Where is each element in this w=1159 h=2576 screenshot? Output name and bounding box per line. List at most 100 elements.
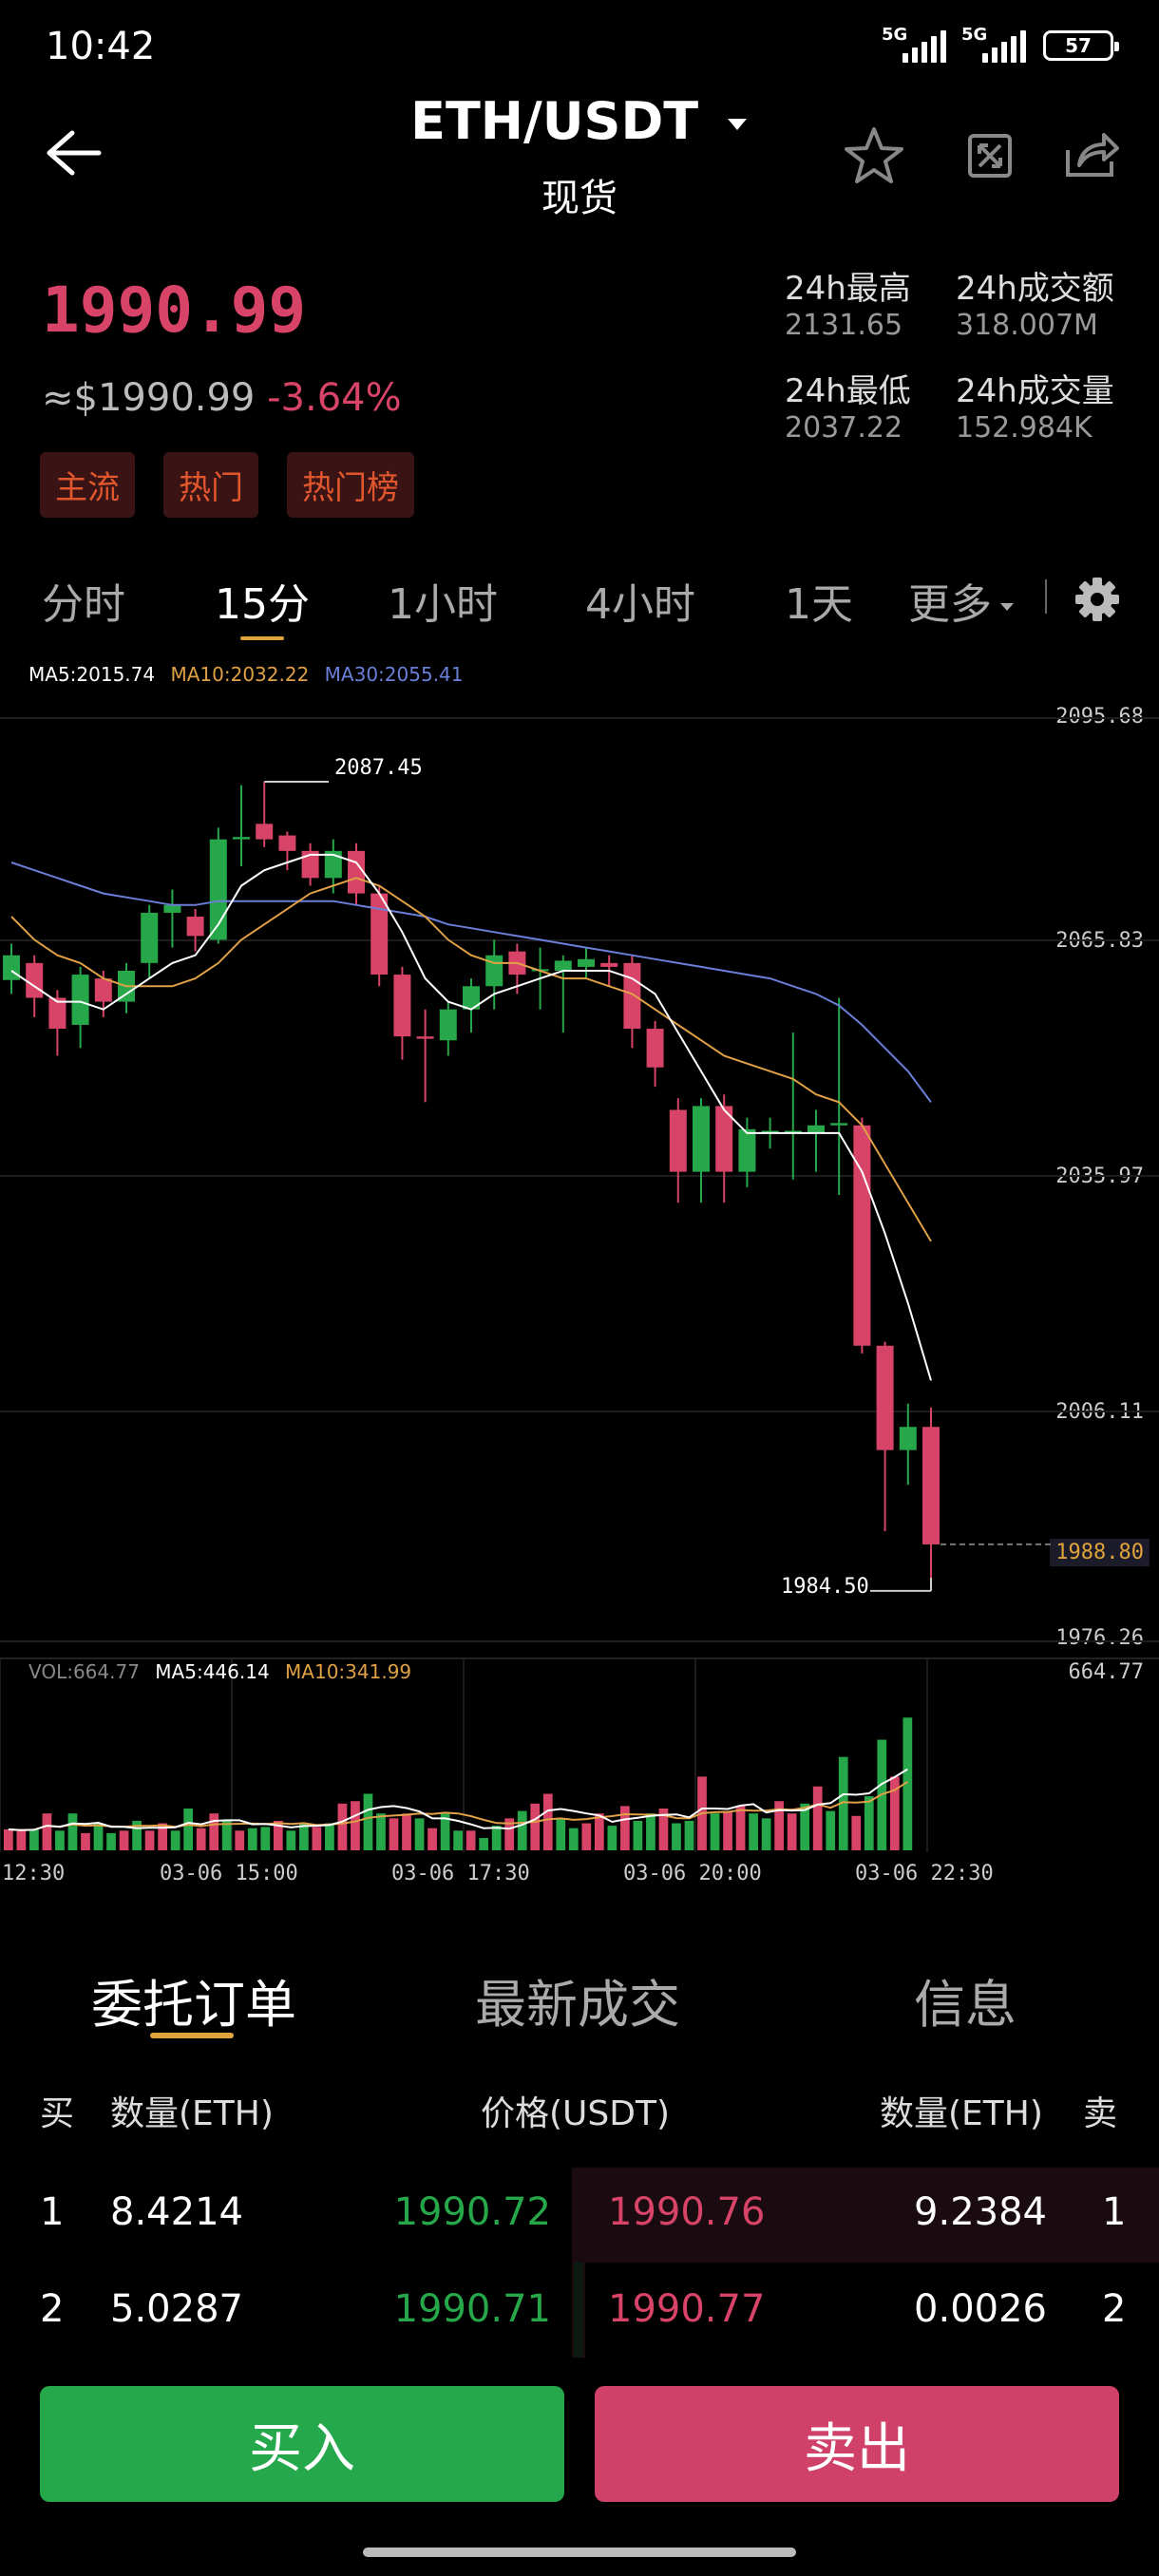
volume-bar: [196, 1828, 206, 1850]
usd-price: ≈$1990.99: [42, 376, 256, 420]
stat-volume-value: 152.984K: [956, 411, 1092, 445]
volume-bar: [826, 1810, 836, 1850]
candle-body: [94, 978, 112, 1002]
volume-bar: [735, 1806, 746, 1850]
tab-orders[interactable]: 委托订单: [91, 1975, 296, 2035]
header-buy: 买: [40, 2094, 75, 2133]
volume-bar: [761, 1818, 771, 1850]
back-arrow-icon[interactable]: [44, 129, 103, 177]
candle-body: [209, 839, 227, 940]
candle-body: [141, 912, 159, 963]
volume-bar: [170, 1830, 180, 1850]
header-price: 价格(USDT): [481, 2094, 671, 2133]
volume-bar: [119, 1830, 129, 1850]
bid-qty: 8.4214: [110, 2190, 243, 2234]
gear-icon[interactable]: [1074, 576, 1121, 623]
ask-index: 1: [1102, 2190, 1127, 2234]
tag-hot[interactable]: 热门: [163, 452, 258, 518]
high-annotation: 2087.45: [334, 756, 423, 780]
ma-legend: MA5:2015.74 MA10:2032.22 MA30:2055.41: [28, 663, 464, 686]
battery-icon: 57: [1043, 30, 1119, 61]
tag-mainstream[interactable]: 主流: [40, 452, 135, 518]
tag-hot-list[interactable]: 热门榜: [287, 452, 414, 518]
orderbook-tab-indicator: [150, 2033, 234, 2038]
candle-body: [348, 850, 365, 894]
candle-body: [163, 904, 181, 913]
caret-down-icon: [727, 119, 747, 131]
candle-body: [693, 1106, 710, 1172]
ma10-line: [10, 877, 932, 1242]
ma5-legend: MA5:2015.74: [28, 663, 156, 686]
share-icon[interactable]: [1064, 131, 1119, 179]
sell-button[interactable]: 卖出: [595, 2386, 1119, 2502]
candle-body: [623, 962, 641, 1030]
candle-body: [669, 1109, 687, 1172]
ask-price: 1990.77: [608, 2287, 766, 2331]
low-annotation: 1984.50: [781, 1575, 869, 1599]
stat-low-value: 2037.22: [785, 411, 903, 445]
candle-body: [853, 1125, 871, 1346]
volume-bar: [658, 1809, 669, 1850]
volume-bar: [351, 1801, 360, 1850]
volume-bar: [106, 1832, 116, 1850]
market-stats: 24h最高 2131.65 24h成交额 318.007M 24h最低 2037.22…: [785, 262, 1136, 460]
tab-1h[interactable]: 1小时: [388, 580, 498, 629]
candle-body: [186, 917, 204, 937]
ask-index: 2: [1102, 2287, 1127, 2331]
volume-bar: [42, 1813, 52, 1850]
bid-depth-bar: [574, 2263, 583, 2358]
ask-qty: 0.0026: [914, 2287, 1047, 2331]
vol-legend: VOL:664.77: [28, 1660, 140, 1683]
stat-turnover: 24h成交额 318.007M: [956, 262, 1136, 357]
volume-bar: [209, 1813, 219, 1850]
volume-bar: [902, 1717, 913, 1850]
tab-15m[interactable]: 15分: [215, 580, 310, 629]
volume-bar: [812, 1786, 823, 1850]
time-axis-label: 12:30: [2, 1862, 66, 1885]
volume-bar: [260, 1827, 271, 1850]
pair-selector[interactable]: ETH/USDT: [0, 91, 1159, 151]
candle-body: [233, 837, 250, 840]
tab-divider: [1045, 579, 1047, 614]
volume-bar: [568, 1828, 579, 1850]
fullscreen-icon[interactable]: [967, 133, 1013, 179]
volume-bar: [889, 1776, 900, 1850]
header-bid-qty: 数量(ETH): [110, 2094, 274, 2133]
header-ask-qty: 数量(ETH): [880, 2094, 1043, 2133]
volume-bar: [517, 1810, 527, 1850]
bid-qty: 5.0287: [110, 2287, 243, 2331]
buy-button[interactable]: 买入: [40, 2386, 564, 2502]
ma30-legend: MA30:2055.41: [324, 663, 464, 686]
volume-bar: [325, 1823, 334, 1850]
home-indicator[interactable]: [363, 2548, 796, 2557]
volume-bar: [363, 1793, 373, 1850]
volume-bar: [247, 1828, 257, 1850]
candle-body: [876, 1345, 894, 1450]
volume-bar: [158, 1823, 167, 1850]
candlestick-chart[interactable]: [0, 703, 1159, 1862]
price-change: -3.64%: [267, 376, 402, 420]
tab-1d[interactable]: 1天: [785, 580, 853, 629]
tab-4h[interactable]: 4小时: [585, 580, 695, 629]
volume-bar: [838, 1756, 848, 1850]
volume-bar: [221, 1820, 232, 1850]
tab-info[interactable]: 信息: [914, 1975, 1016, 2035]
tab-more[interactable]: 更多: [908, 570, 1015, 631]
volume-bar: [312, 1827, 322, 1850]
volume-bar: [581, 1823, 592, 1850]
tab-trades[interactable]: 最新成交: [475, 1975, 680, 2035]
star-icon[interactable]: [844, 125, 904, 186]
stat-turnover-label: 24h成交额: [956, 270, 1114, 308]
candle-body: [578, 958, 595, 967]
volume-bar: [672, 1823, 681, 1850]
tab-timeshare[interactable]: 分时: [42, 580, 125, 629]
volume-bar: [29, 1829, 39, 1850]
stat-high: 24h最高 2131.65: [785, 262, 956, 357]
candle-body: [761, 1130, 779, 1133]
candle-body: [324, 850, 342, 879]
stat-volume: 24h成交量 152.984K: [956, 365, 1136, 460]
volume-bar: [749, 1813, 758, 1850]
signal-icon: 5G: [961, 25, 1026, 63]
candle-body: [646, 1029, 664, 1068]
active-tab-indicator: [240, 636, 284, 640]
